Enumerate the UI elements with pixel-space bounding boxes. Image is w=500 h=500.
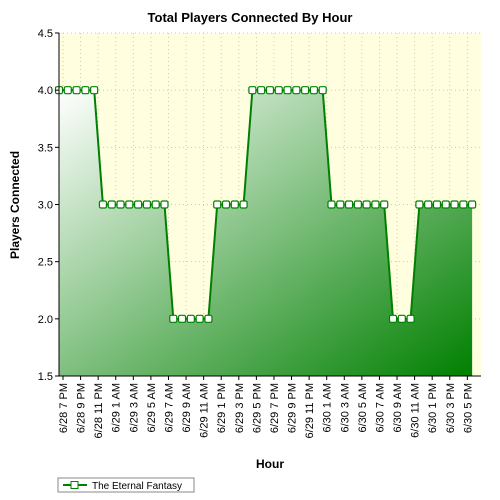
x-tick-label: 6/28 11 PM	[93, 383, 105, 438]
data-point	[450, 200, 459, 209]
x-tick-label: 6/29 5 AM	[146, 383, 158, 433]
x-tick-label: 6/29 11 AM	[199, 383, 211, 438]
data-point	[318, 86, 327, 95]
data-point	[107, 200, 116, 209]
x-tick-label: 6/30 3 AM	[339, 383, 351, 433]
data-point	[336, 200, 345, 209]
legend-entry-label: The Eternal Fantasy	[92, 481, 182, 492]
x-tick-label: 6/30 5 PM	[462, 383, 474, 433]
chart-title: Total Players Connected By Hour	[148, 10, 353, 25]
y-tick-label: 1.5	[38, 371, 53, 383]
y-axis-ticks: 1.5 2.0 2.5 3.0 3.5 4.0 4.5	[38, 28, 59, 383]
data-point	[283, 86, 292, 95]
y-axis-label: Players Connected	[8, 151, 22, 259]
data-point	[371, 200, 380, 209]
data-point	[292, 86, 301, 95]
data-point	[353, 200, 362, 209]
data-point	[388, 314, 398, 323]
y-tick-label: 2.0	[38, 314, 53, 326]
x-axis-ticks: 6/28 7 PM 6/28 9 PM 6/28 11 PM 6/29 1 AM 6/2…	[58, 376, 474, 438]
x-tick-label: 6/29 5 PM	[251, 383, 263, 433]
data-point	[257, 86, 266, 95]
data-point	[177, 314, 187, 323]
data-point	[380, 200, 389, 209]
data-point	[230, 200, 239, 209]
data-point	[327, 200, 336, 209]
data-point	[239, 200, 248, 209]
data-point	[204, 314, 213, 323]
legend-marker-swatch	[70, 481, 79, 489]
data-point	[116, 200, 125, 209]
data-point	[265, 86, 275, 95]
data-point	[195, 314, 204, 323]
x-tick-label: 6/29 1 AM	[111, 383, 123, 433]
data-point	[406, 314, 415, 323]
x-tick-label: 6/29 9 PM	[287, 383, 299, 433]
x-tick-label: 6/29 11 PM	[304, 383, 316, 438]
data-point	[90, 86, 99, 95]
x-tick-label: 6/28 9 PM	[76, 383, 88, 433]
x-axis-label: Hour	[256, 457, 284, 471]
x-tick-label: 6/29 7 AM	[163, 383, 175, 433]
data-point	[344, 200, 354, 209]
data-point	[72, 86, 81, 95]
legend: The Eternal Fantasy	[57, 477, 195, 493]
data-point	[63, 86, 72, 95]
x-tick-label: 6/30 1 PM	[427, 383, 439, 433]
y-tick-label: 3.0	[38, 200, 53, 212]
data-point	[459, 200, 468, 209]
legend-box	[57, 477, 195, 493]
data-point	[186, 314, 195, 323]
x-tick-label: 6/30 1 AM	[322, 383, 334, 433]
x-tick-label: 6/29 9 AM	[181, 383, 193, 433]
y-tick-label: 2.5	[38, 257, 53, 269]
data-point	[248, 86, 257, 95]
data-point	[468, 200, 477, 209]
x-tick-label: 6/29 7 PM	[269, 383, 281, 433]
series-area	[59, 90, 473, 377]
x-tick-label: 6/30 9 AM	[392, 383, 404, 433]
x-tick-label: 6/30 5 AM	[357, 383, 369, 433]
data-point	[309, 86, 319, 95]
data-point	[98, 200, 108, 209]
data-point	[160, 200, 169, 209]
data-point	[441, 200, 450, 209]
x-tick-label: 6/29 3 PM	[234, 383, 246, 433]
data-point	[213, 200, 222, 209]
data-point	[151, 200, 160, 209]
data-point	[125, 200, 134, 209]
data-point	[415, 200, 424, 209]
x-tick-label: 6/30 3 PM	[445, 383, 457, 433]
data-point	[274, 86, 283, 95]
data-point	[362, 200, 371, 209]
y-tick-label: 4.0	[38, 85, 53, 97]
data-point	[169, 314, 178, 323]
y-tick-label: 3.5	[38, 142, 53, 154]
data-point	[424, 200, 433, 209]
data-point	[221, 200, 231, 209]
data-point	[134, 200, 143, 209]
x-tick-label: 6/30 7 AM	[374, 383, 386, 433]
data-point	[301, 86, 310, 95]
data-point	[432, 200, 442, 209]
y-tick-label: 4.5	[38, 28, 53, 40]
data-point	[81, 86, 90, 95]
x-tick-label: 6/29 1 PM	[216, 383, 228, 433]
data-point	[397, 314, 406, 323]
x-tick-label: 6/28 7 PM	[58, 383, 70, 433]
data-points	[54, 86, 477, 323]
data-point	[142, 200, 151, 209]
x-tick-label: 6/29 3 AM	[128, 383, 140, 433]
x-tick-label: 6/30 11 AM	[410, 383, 422, 438]
